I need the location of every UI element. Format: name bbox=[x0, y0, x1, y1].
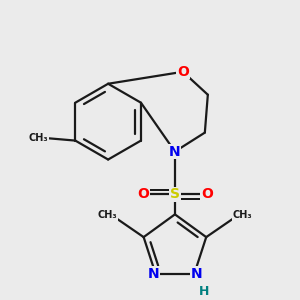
Text: CH₃: CH₃ bbox=[28, 133, 48, 142]
Text: CH₃: CH₃ bbox=[232, 210, 252, 220]
Text: H: H bbox=[199, 285, 209, 298]
Text: CH₃: CH₃ bbox=[98, 210, 118, 220]
Text: O: O bbox=[177, 65, 189, 79]
Text: O: O bbox=[201, 188, 213, 201]
Text: N: N bbox=[190, 267, 202, 281]
Text: N: N bbox=[169, 145, 181, 159]
Text: O: O bbox=[137, 188, 149, 201]
Text: S: S bbox=[170, 188, 180, 201]
Text: N: N bbox=[148, 267, 159, 281]
